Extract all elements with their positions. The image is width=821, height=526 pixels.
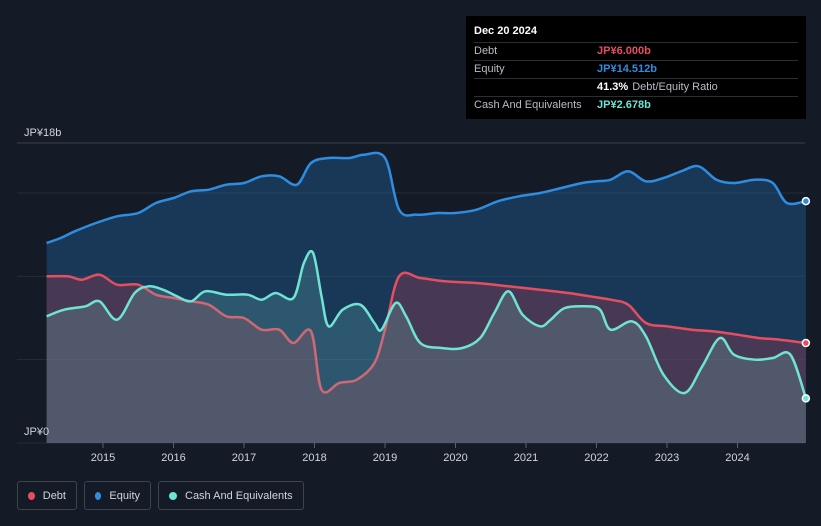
x-tick-label-2022: 2022 [584,452,608,464]
legend-equity-label: Equity [109,489,140,502]
x-tick-label-2024: 2024 [725,452,749,464]
tooltip-row-debt: Debt JP¥6.000b [474,42,798,60]
tooltip-ratio-label [474,79,597,96]
x-tick-label-2016: 2016 [161,452,185,464]
data-tooltip: Dec 20 2024 Debt JP¥6.000b Equity JP¥14.… [466,16,806,119]
equity-area [46,152,806,443]
cash-dot-icon [169,491,177,500]
debt-line [46,271,807,394]
y-axis-top-label: JP¥18b [24,127,61,139]
legend-cash-label: Cash And Equivalents [185,489,293,502]
x-tick-label-2023: 2023 [655,452,679,464]
equity-dot-icon [95,491,102,500]
series-areas [46,151,808,443]
legend-item-cash[interactable]: Cash And Equivalents [158,481,304,510]
debt-end-marker [801,338,811,348]
x-tick-label-2018: 2018 [302,452,326,464]
x-tick-label-2019: 2019 [373,452,397,464]
tooltip-ratio-value: 41.3% [597,81,629,93]
legend-item-equity[interactable]: Equity [84,481,151,510]
tooltip-ratio-caption: Debt/Equity Ratio [632,81,718,93]
tooltip-equity-value: JP¥14.512b [597,63,657,75]
x-tick-label-2015: 2015 [91,452,115,464]
x-axis-ticks: 2015 2016 2017 2018 2019 2020 2021 2022 2023 2024 [91,443,750,464]
x-tick-label-2017: 2017 [232,452,256,464]
tooltip-cash-label: Cash And Equivalents [474,99,582,111]
tooltip-row-equity: Equity JP¥14.512b [474,60,798,78]
grid-lines [17,142,805,444]
equity-end-marker [801,196,811,206]
tooltip-row-ratio: 41.3% Debt/Equity Ratio [474,78,798,96]
tooltip-debt-value: JP¥6.000b [597,45,651,57]
cash-and-equivalents-end-marker [801,394,811,403]
tooltip-equity-label: Equity [474,63,505,75]
debt-area [46,272,806,443]
legend-debt-label: Debt [42,489,66,502]
end-markers [801,196,811,403]
equity-line [46,151,807,245]
x-tick-label-2020: 2020 [443,452,467,464]
debt-dot-icon [28,491,35,500]
x-tick-label-2021: 2021 [514,452,538,464]
tooltip-cash-value: JP¥2.678b [597,99,651,111]
tooltip-debt-label: Debt [474,45,498,57]
legend-item-debt[interactable]: Debt [17,481,77,510]
y-axis-bottom-label: JP¥0 [24,426,49,438]
tooltip-row-cash: Cash And Equivalents JP¥2.678b [474,96,798,114]
tooltip-date: Dec 20 2024 [474,25,537,37]
cash-and-equivalents-line [46,249,808,399]
